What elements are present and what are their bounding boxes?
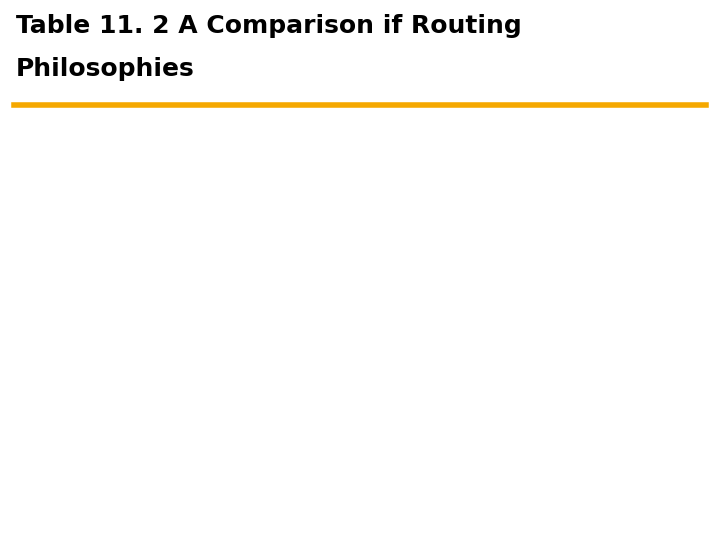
Text: Table 11. 2 A Comparison if Routing: Table 11. 2 A Comparison if Routing bbox=[16, 14, 521, 37]
Text: Philosophies: Philosophies bbox=[16, 57, 194, 80]
